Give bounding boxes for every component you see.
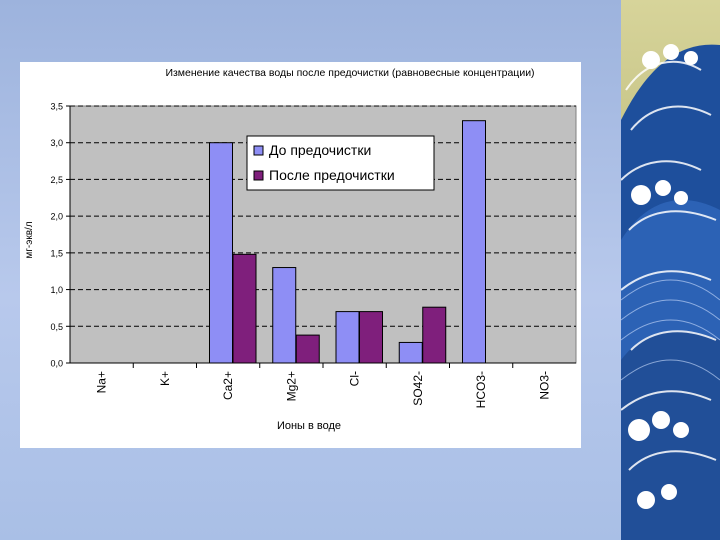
- y-tick-label: 1,5: [50, 248, 63, 258]
- legend-label: После предочистки: [269, 167, 395, 183]
- legend: До предочистки После предочистки: [246, 135, 435, 191]
- y-tick-label: 2,0: [50, 212, 63, 222]
- x-tick-label: HCO3-: [474, 371, 488, 408]
- x-tick-label: K+: [158, 371, 172, 386]
- x-tick-label: Mg2+: [284, 371, 298, 401]
- y-tick-label: 3,5: [50, 102, 63, 112]
- y-tick-label: 3,0: [50, 138, 63, 148]
- decorative-wave-panel: [621, 0, 720, 540]
- legend-swatch: [253, 145, 264, 156]
- legend-box: [246, 135, 435, 191]
- bar-Mg2+-s1: [272, 267, 297, 364]
- wave-illustration: [621, 0, 720, 540]
- y-tick-label: 1,0: [50, 285, 63, 295]
- y-tick-label: 0,5: [50, 322, 63, 332]
- bar-Ca2+-s1: [209, 142, 233, 364]
- chart-title: Изменение качества воды после предочистк…: [165, 67, 534, 79]
- x-tick-label: NO3-: [537, 371, 551, 400]
- bar-Mg2+-s2: [295, 334, 320, 364]
- x-axis-label: Ионы в воде: [277, 420, 341, 432]
- legend-label: До предочистки: [269, 142, 371, 158]
- x-tick-label: SO42-: [411, 371, 425, 406]
- y-tick-label: 2,5: [50, 175, 63, 185]
- bar-Ca2+-s2: [232, 253, 257, 364]
- y-tick-label: 0,0: [50, 359, 63, 369]
- chart-card: Изменение качества воды после предочистк…: [20, 62, 581, 448]
- x-tick-label: Na+: [95, 371, 109, 393]
- bar-Cl--s2: [359, 311, 383, 364]
- y-axis-label: мг-экв/л: [24, 221, 35, 258]
- bar-SO42--s2: [422, 306, 447, 364]
- x-tick-label: Ca2+: [221, 371, 235, 400]
- bar-chart: Изменение качества воды после предочистк…: [24, 67, 577, 432]
- legend-swatch: [253, 170, 264, 181]
- bar-Cl--s1: [335, 311, 360, 364]
- bar-HCO3--s1: [462, 120, 486, 364]
- bar-SO42--s1: [398, 341, 423, 364]
- x-tick-label: Cl-: [348, 371, 362, 386]
